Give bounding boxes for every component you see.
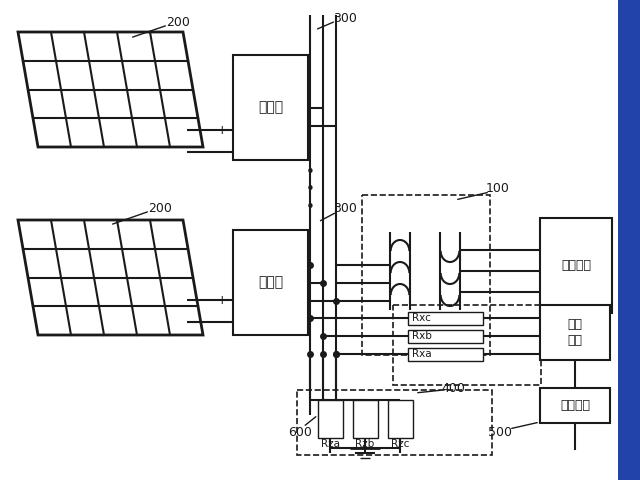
Text: −: − [217,315,227,328]
Text: Rza: Rza [321,439,339,449]
FancyBboxPatch shape [540,218,612,313]
Text: 电压
采样: 电压 采样 [568,319,582,347]
Text: 逆变器: 逆变器 [258,100,283,115]
Text: 300: 300 [333,12,357,24]
Text: 200: 200 [166,15,190,28]
FancyBboxPatch shape [540,388,610,423]
FancyBboxPatch shape [540,305,610,360]
Text: Rzc: Rzc [391,439,409,449]
Polygon shape [18,220,203,335]
Text: −: − [217,145,227,158]
FancyBboxPatch shape [408,312,483,324]
Text: Rxb: Rxb [412,331,432,341]
Polygon shape [18,32,203,147]
Text: 500: 500 [488,425,512,439]
FancyBboxPatch shape [618,0,640,480]
Text: 200: 200 [148,202,172,215]
Text: 高压电网: 高压电网 [561,259,591,272]
Text: 300: 300 [333,202,357,215]
Text: 100: 100 [486,181,510,194]
Text: 400: 400 [441,382,465,395]
FancyBboxPatch shape [233,55,308,160]
FancyBboxPatch shape [233,230,308,335]
Text: 600: 600 [288,425,312,439]
Text: 逆变器: 逆变器 [258,276,283,289]
Text: Rxa: Rxa [412,349,431,359]
FancyBboxPatch shape [408,329,483,343]
FancyBboxPatch shape [408,348,483,360]
Text: Rxc: Rxc [412,313,431,323]
Text: +: + [217,123,227,136]
Text: +: + [217,293,227,307]
Text: Rzb: Rzb [355,439,374,449]
FancyBboxPatch shape [353,400,378,438]
FancyBboxPatch shape [387,400,413,438]
Text: 控制单元: 控制单元 [560,399,590,412]
Text: •
•
•: • • • [305,165,314,215]
FancyBboxPatch shape [317,400,342,438]
